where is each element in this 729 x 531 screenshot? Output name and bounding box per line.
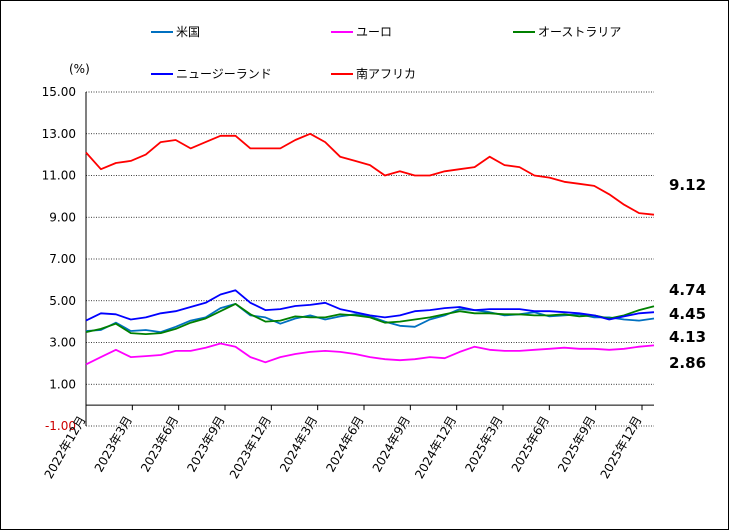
y-axis-unit-label: (%)	[69, 62, 90, 76]
legend-label: ニュージーランド	[176, 67, 272, 81]
legend-label: 南アフリカ	[356, 66, 416, 81]
legend-label: オーストラリア	[538, 25, 621, 39]
end-value-label: 4.45	[669, 305, 706, 323]
gridlines	[86, 91, 654, 427]
x-tick-label: 2023年3月	[92, 414, 135, 475]
y-tick-label: 3.00	[49, 336, 76, 350]
y-tick-label: 11.00	[42, 169, 76, 183]
series-lines	[85, 132, 655, 366]
x-tick-label: 2024年6月	[323, 414, 366, 475]
end-value-labels: 9.12 4.74 4.45 4.13 2.86	[669, 176, 706, 372]
y-tick-label: 15.00	[42, 85, 76, 99]
x-tick-label: 2025年3月	[462, 414, 505, 475]
x-tick-label: 2025年6月	[509, 414, 552, 475]
x-tick-label: 2024年9月	[370, 414, 413, 475]
series-line-3	[85, 289, 655, 322]
end-value-label: 2.86	[669, 354, 706, 372]
end-value-label: 4.74	[669, 281, 706, 299]
x-tick-label: 2023年6月	[138, 414, 181, 475]
x-tick-label: 2023年9月	[184, 414, 227, 475]
x-tick-label: 2024年3月	[277, 414, 320, 475]
series-line-4	[85, 132, 655, 216]
legend-label: ユーロ	[356, 25, 392, 39]
y-tick-label: 5.00	[49, 294, 76, 308]
y-tick-label: 9.00	[49, 210, 76, 224]
series-line-1	[85, 342, 655, 366]
end-value-label: 4.13	[669, 328, 706, 346]
x-tick-label: 2025年9月	[555, 414, 598, 475]
x-tick-label: 2025年12月	[598, 414, 645, 481]
x-tick-label: 2024年12月	[412, 414, 459, 481]
y-tick-label: 7.00	[49, 252, 76, 266]
y-tick-label: 13.00	[42, 127, 76, 141]
series-line-2	[85, 302, 655, 336]
end-value-label: 9.12	[669, 176, 706, 194]
x-axis: 2022年12月 2023年3月 2023年6月 2023年9月 2023年12月 202…	[42, 405, 645, 481]
series-line-0	[85, 302, 655, 334]
x-tick-label: 2023年12月	[227, 414, 274, 481]
y-axis: 15.00 13.00 11.00 9.00 7.00 5.00 3.00 1.00 -1.00	[42, 85, 654, 433]
y-tick-label: -1.00	[45, 419, 76, 433]
legend-label: 米国	[176, 25, 200, 39]
y-tick-label: 1.00	[49, 377, 76, 391]
